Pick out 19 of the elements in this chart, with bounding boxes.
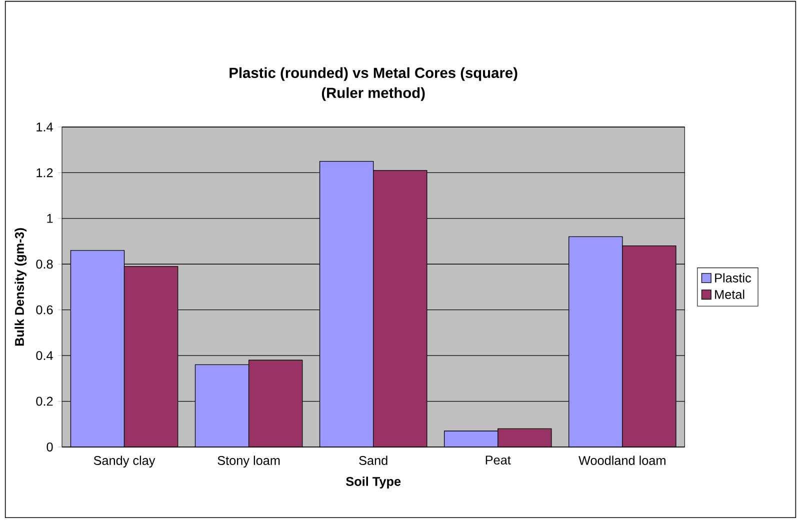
x-tick-label: Peat: [486, 456, 511, 465]
y-tick-label: 0.6: [36, 305, 53, 314]
y-tick-label: 0: [46, 442, 53, 452]
y-tick-label: 1.2: [36, 168, 53, 178]
chart-subtitle: (Ruler method): [322, 87, 425, 101]
y-tick-label: 1: [47, 214, 53, 223]
y-tick-label: 0.4: [36, 351, 53, 360]
x-tick-label: Woodland loam: [578, 456, 666, 465]
y-axis-title: Bulk Density (gm-3): [14, 228, 27, 346]
legend-label: Plastic: [715, 273, 752, 282]
chart-title: Plastic (rounded) vs Metal Cores (square): [230, 67, 518, 81]
x-tick-label: Sand: [359, 456, 388, 465]
x-tick-label: Stony loam: [218, 456, 280, 468]
y-tick-label: 1.4: [36, 122, 53, 132]
y-tick-label: 0.2: [36, 396, 53, 406]
legend-label: Metal: [715, 290, 744, 299]
x-axis-title: Soil Type: [346, 476, 401, 488]
x-tick-label: Sandy clay: [94, 456, 156, 468]
y-tick-label: 0.8: [36, 260, 53, 269]
